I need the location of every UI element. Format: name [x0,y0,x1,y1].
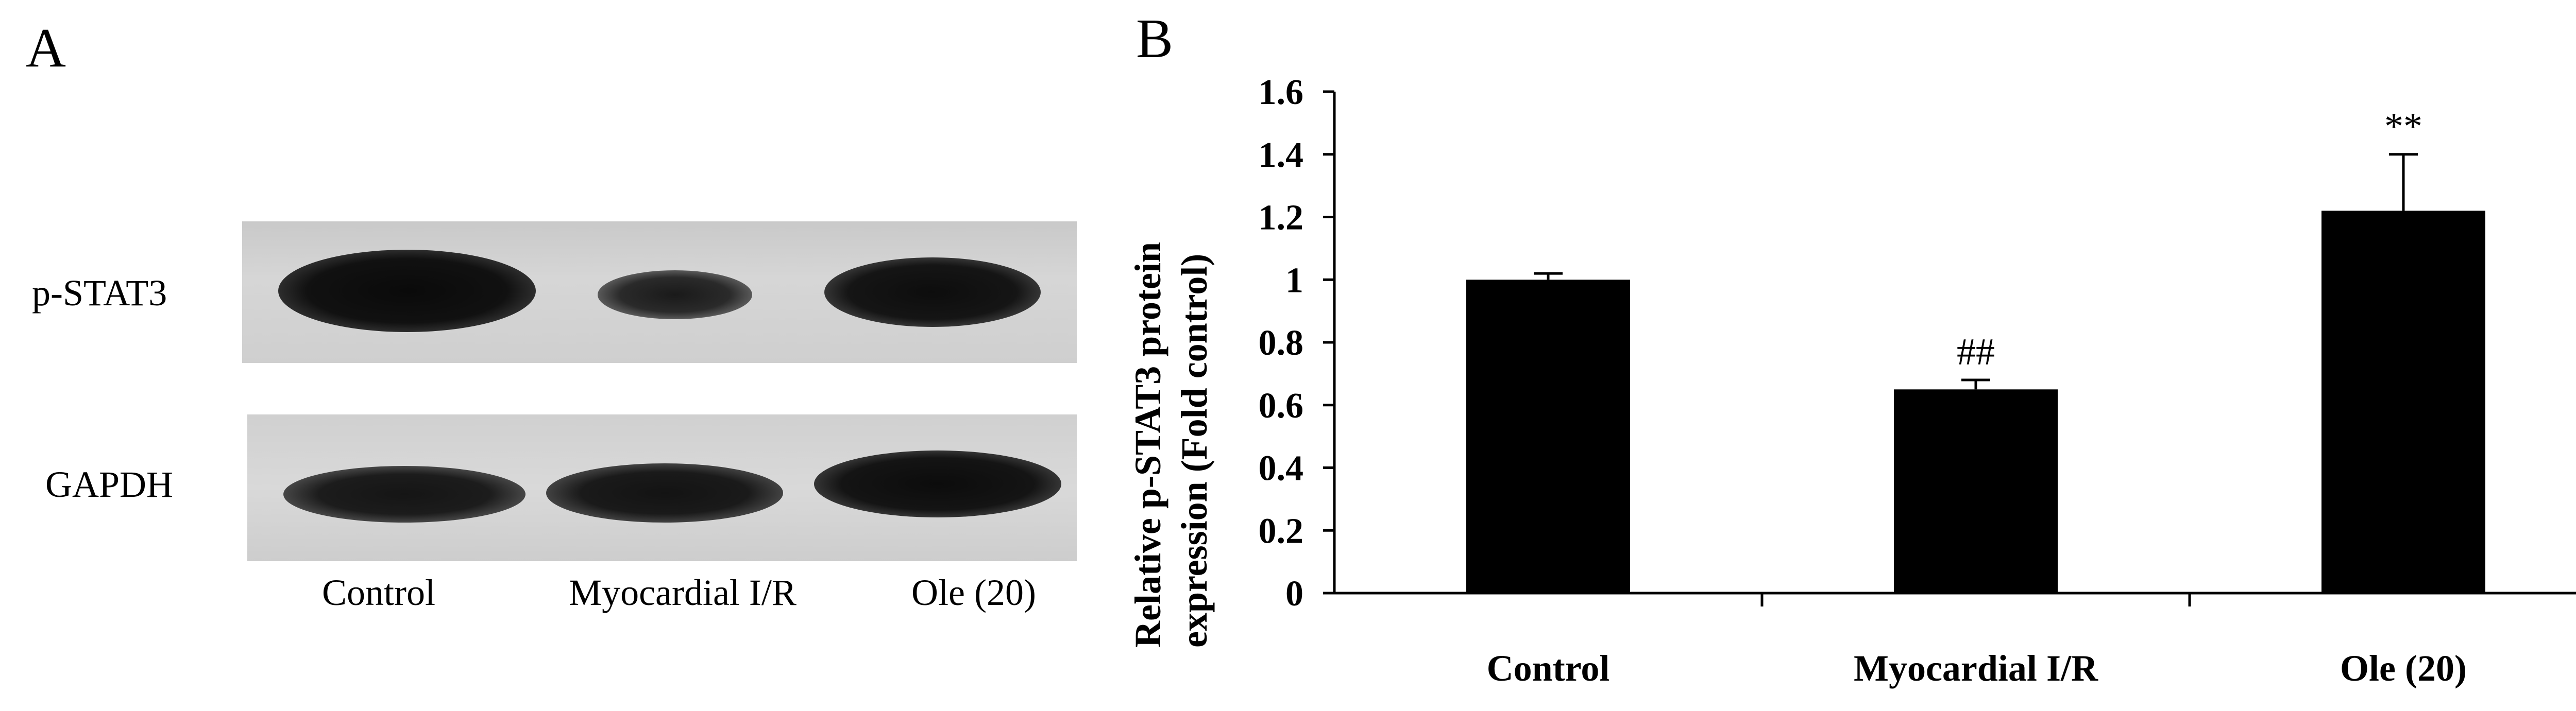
pstat3-blot-strip [242,221,1077,363]
significance-marker: ** [2384,106,2422,148]
gapdh-band-ir [546,463,783,523]
x-tick-label: Ole (20) [2340,648,2467,689]
bar [2321,211,2485,593]
y-tick-label: 1 [1285,261,1303,300]
y-tick-label: 1.4 [1259,135,1304,175]
bar [1894,389,2058,593]
x-tick-label: Myocardial I/R [1854,648,2098,689]
significance-marker: ## [1957,331,1995,373]
y-tick-label: 1.6 [1259,73,1304,112]
y-axis-label: Relative p-STAT3 protein expression (Fold… [1127,242,1215,648]
blot-row-label-pstat3: p-STAT3 [32,272,167,314]
pstat3-band-ir [598,270,752,319]
bar [1466,280,1630,593]
y-tick-label: 0 [1285,574,1303,614]
lane-label-ir: Myocardial I/R [569,572,796,613]
pstat3-band-control [278,250,536,332]
gapdh-blot-strip [247,414,1077,561]
panel-b-letter: B [1136,8,1174,70]
panel-a-letter: A [26,18,66,79]
blot-row-label-gapdh: GAPDH [45,464,174,505]
y-tick-label: 0.2 [1259,511,1304,551]
lane-label-control: Control [321,572,436,613]
y-tick-label: 0.8 [1259,323,1304,363]
gapdh-band-ole [814,450,1061,517]
y-tick-label: 1.2 [1259,198,1304,238]
x-tick-label: Control [1487,648,1610,689]
pstat3-band-ole [824,257,1041,327]
gapdh-band-control [283,466,526,523]
lane-label-ole: Ole (20) [911,572,1036,613]
y-tick-label: 0.6 [1259,386,1304,426]
y-tick-label: 0.4 [1259,449,1304,489]
